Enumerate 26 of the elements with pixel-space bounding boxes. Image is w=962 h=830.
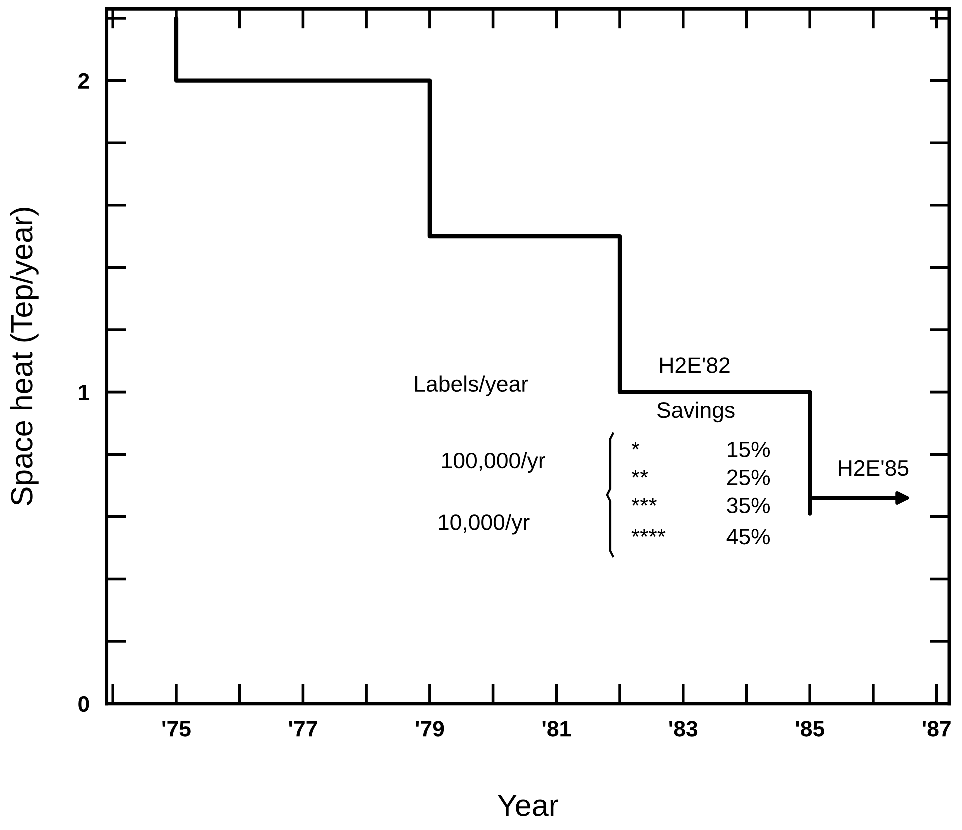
x-tick-label: '79 [416, 721, 444, 737]
annotation: 10,000/yr [439, 514, 530, 535]
y-tick-label: 2 [78, 73, 90, 89]
annotation: 45% [726, 529, 770, 545]
annotation: * [632, 442, 640, 450]
annotation: H2E'85 [839, 460, 909, 476]
x-tick-label: '77 [289, 721, 318, 737]
x-tick-label: '85 [796, 721, 824, 737]
annotation: H2E'82 [660, 358, 730, 374]
x-axis-title: Year [498, 795, 559, 816]
annotation: Labels/year [415, 376, 528, 396]
x-tick-label: '83 [670, 721, 698, 737]
x-tick-label: '87 [923, 721, 951, 737]
annotation: 100,000/yr [442, 452, 546, 474]
annotation: **** [632, 529, 666, 537]
annotation: 25% [727, 470, 770, 486]
annotation: 15% [728, 442, 770, 458]
annotation: *** [632, 498, 658, 506]
annotation: ** [632, 470, 648, 478]
annotation: Savings [658, 402, 735, 423]
y-axis-title: Space heat (Tep/year) [10, 208, 39, 506]
annotation: 35% [727, 498, 770, 514]
y-tick-label: 0 [78, 696, 90, 712]
x-tick-label: '81 [542, 721, 572, 737]
x-tick-label: '75 [162, 721, 191, 737]
y-tick-label: 1 [79, 385, 90, 400]
